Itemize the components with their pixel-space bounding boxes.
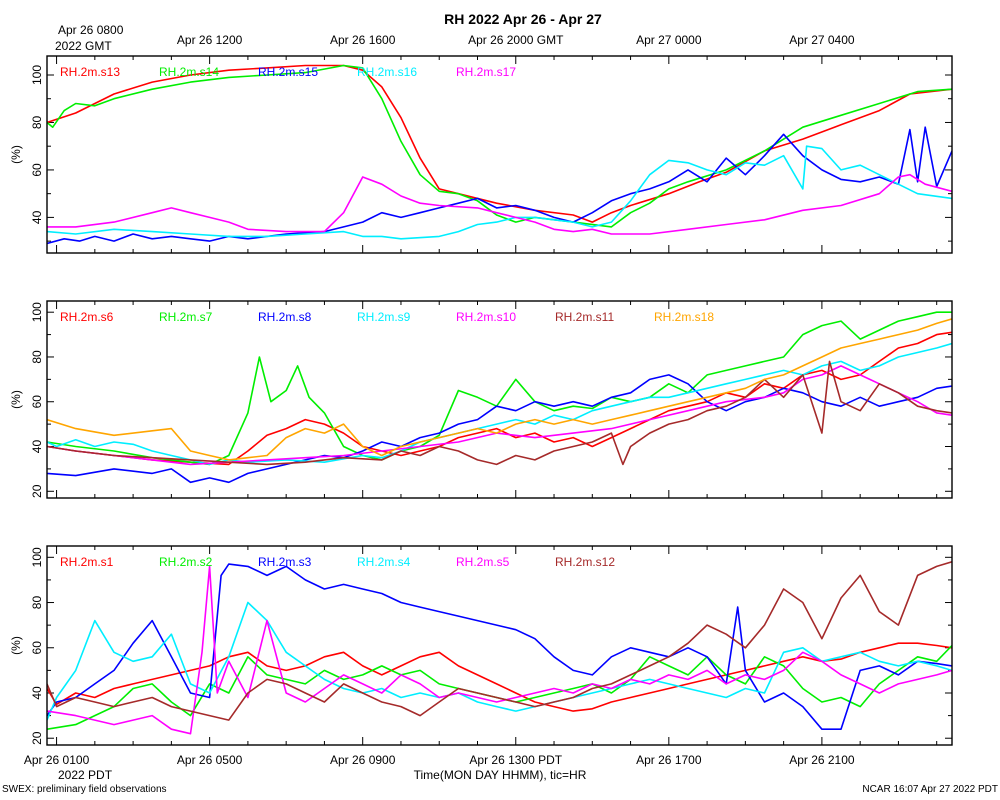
x-axis-title: Time(MON DAY HHMM), tic=HR: [414, 768, 587, 782]
series-line-rh-2m-s6: [47, 331, 952, 466]
legend-entry: RH.2m.s2: [159, 555, 213, 569]
series-line-rh-2m-s13: [47, 64, 952, 223]
series-line-rh-2m-s9: [47, 342, 952, 466]
footer-left: SWEX: preliminary field observations: [2, 784, 167, 795]
bottom-axis-label: Apr 26 0900: [330, 753, 396, 767]
y-tick-label: 20: [30, 731, 44, 745]
legend-entry: RH.2m.s5: [456, 555, 510, 569]
bottom-axis-label: Apr 26 1700: [636, 753, 702, 767]
legend-entry: RH.2m.s13: [60, 65, 120, 79]
top-axis-label: Apr 27 0000: [636, 33, 702, 47]
legend-entry: RH.2m.s1: [60, 555, 114, 569]
legend-entry: RH.2m.s8: [258, 310, 312, 324]
top-axis-label: Apr 26 1600: [330, 33, 396, 47]
y-tick-label: 40: [30, 686, 44, 700]
bottom-axis-label: Apr 26 0500: [177, 753, 243, 767]
series-line-rh-2m-s3: [47, 563, 952, 730]
legend-entry: RH.2m.s15: [258, 65, 318, 79]
legend-entry: RH.2m.s16: [357, 65, 417, 79]
y-tick-label: 100: [30, 547, 44, 567]
panel-1: 40 60 80 100 (%) RH.2m.s13 RH.2m.s14 RH.2m.s15 R…: [9, 55, 953, 254]
top-axis-year-label: 2022 GMT: [55, 39, 112, 53]
series-line-rh-2m-s15: [47, 126, 952, 245]
y-tick-label: 60: [30, 641, 44, 655]
bottom-axis-label: Apr 26 1300 PDT: [469, 753, 562, 767]
footer-right: NCAR 16:07 Apr 27 2022 PDT: [862, 784, 998, 795]
legend-entry: RH.2m.s12: [555, 555, 615, 569]
y-tick-label: 60: [30, 395, 44, 409]
bottom-axis-labels: Apr 26 0100 Apr 26 0500 Apr 26 0900 Apr 26 …: [24, 753, 855, 767]
y-axis-label: (%): [9, 390, 23, 409]
y-tick-label: 20: [30, 484, 44, 498]
y-tick-label: 80: [30, 350, 44, 364]
y-tick-label: 40: [30, 440, 44, 454]
top-axis-label: Apr 27 0400: [789, 33, 855, 47]
top-axis-labels: Apr 26 1200 Apr 26 1600 Apr 26 2000 GMT Apr…: [177, 33, 855, 47]
chart-title: RH 2022 Apr 26 - Apr 27: [444, 11, 602, 27]
series-group: [47, 64, 952, 245]
legend-entry: RH.2m.s7: [159, 310, 213, 324]
series-line-rh-2m-s14: [47, 64, 952, 228]
bottom-axis-label: Apr 26 0100: [24, 753, 90, 767]
legend-entry: RH.2m.s11: [555, 310, 614, 324]
legend-entry: RH.2m.s4: [357, 555, 411, 569]
legend-entry: RH.2m.s17: [456, 65, 516, 79]
y-tick-label: 100: [30, 65, 44, 85]
legend-entry: RH.2m.s18: [654, 310, 714, 324]
top-axis-label: Apr 26 2000 GMT: [468, 33, 564, 47]
legend-entry: RH.2m.s6: [60, 310, 114, 324]
y-tick-label: 80: [30, 115, 44, 129]
series-group: [47, 311, 952, 484]
panel-3: 20 40 60 80 100 (%) RH.2m.s1 RH.2m.s2 RH.2m.s3 RH…: [9, 545, 953, 746]
series-line-rh-2m-s11: [47, 360, 952, 466]
legend-entry: RH.2m.s10: [456, 310, 516, 324]
panels: 40 60 80 100 (%) RH.2m.s13 RH.2m.s14 RH.2m.s15 R…: [9, 55, 953, 746]
panel-frame: [46, 545, 953, 746]
series-line-rh-2m-s5: [47, 565, 952, 735]
series-line-rh-2m-s1: [47, 642, 952, 712]
series-line-rh-2m-s8: [47, 374, 952, 484]
y-tick-label: 60: [30, 163, 44, 177]
y-tick-label: 40: [30, 210, 44, 224]
y-axis-label: (%): [9, 636, 23, 655]
series-line-rh-2m-s12: [47, 561, 952, 721]
series-line-rh-2m-s18: [47, 318, 952, 461]
y-tick-label: 100: [30, 302, 44, 322]
series-line-rh-2m-s7: [47, 311, 952, 466]
series-group: [47, 561, 952, 735]
legend-entry: RH.2m.s14: [159, 65, 219, 79]
panel-frame: [46, 55, 953, 254]
top-axis-first-label: Apr 26 0800: [58, 23, 124, 37]
y-tick-label: 80: [30, 596, 44, 610]
legend-entry: RH.2m.s9: [357, 310, 411, 324]
top-axis-label: Apr 26 1200: [177, 33, 243, 47]
bottom-axis-label: Apr 26 2100: [789, 753, 855, 767]
legend-entry: RH.2m.s3: [258, 555, 312, 569]
series-line-rh-2m-s17: [47, 173, 952, 235]
panel-2: 20 40 60 80 100 (%) RH.2m.s6 RH.2m.s7 RH.2m.s8 RH…: [9, 300, 953, 499]
y-axis-label: (%): [9, 145, 23, 164]
series-line-rh-2m-s16: [47, 145, 952, 240]
panel-frame: [46, 300, 953, 499]
series-line-rh-2m-s4: [47, 601, 952, 721]
bottom-axis-year-label: 2022 PDT: [58, 768, 113, 782]
